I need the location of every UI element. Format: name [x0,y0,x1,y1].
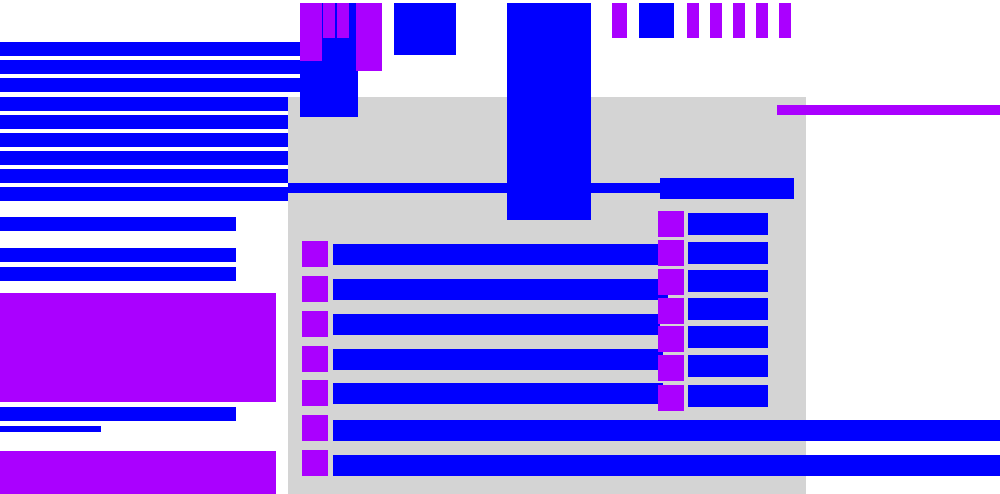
side-list [658,211,768,411]
side-item[interactable] [688,298,768,320]
icon[interactable] [300,3,322,61]
list-icon [302,380,328,406]
side-item[interactable] [688,385,768,407]
divider [288,183,660,193]
icon[interactable] [687,3,699,38]
text-line [0,169,288,183]
text-line [0,151,288,165]
list-item[interactable] [333,279,668,300]
left-column [0,42,300,494]
icon[interactable] [756,3,768,38]
text-line [0,426,101,432]
image [0,451,276,494]
side-item[interactable] [688,355,768,377]
divider [777,105,1000,115]
list-item[interactable] [333,420,1000,441]
side-icon [658,385,684,411]
side-item[interactable] [688,270,768,292]
toolbar [300,3,791,220]
link[interactable] [0,267,236,281]
text-line [0,187,288,201]
icon[interactable] [323,3,335,38]
list-item[interactable] [333,455,1000,476]
icon[interactable] [356,3,382,71]
list-icon [302,346,328,372]
link[interactable] [0,248,236,262]
image [0,293,276,402]
list-icon [302,276,328,302]
icon[interactable] [733,3,745,38]
side-icon [658,355,684,381]
list-item[interactable] [333,314,660,335]
icon[interactable] [612,3,627,38]
side-icon [658,211,684,237]
side-icon [658,269,684,295]
list-icon [302,311,328,337]
text-line [0,78,300,92]
text-line [0,407,236,421]
list-icon [302,415,328,441]
text-line [0,42,300,56]
side-item[interactable] [688,213,768,235]
list-item[interactable] [333,244,660,265]
button[interactable] [639,3,674,38]
icon[interactable] [779,3,791,38]
side-item[interactable] [688,242,768,264]
icon[interactable] [337,3,349,38]
side-item[interactable] [688,326,768,348]
icon[interactable] [710,3,722,38]
side-icon [658,298,684,324]
text-line [0,60,300,74]
side-icon [658,240,684,266]
list-item[interactable] [333,383,663,404]
text-line [0,97,288,111]
link[interactable] [0,217,236,231]
list [302,241,1000,476]
side-icon [658,326,684,352]
list-icon [302,450,328,476]
list-item[interactable] [333,349,663,370]
text-line [0,115,288,129]
list-icon [302,241,328,267]
text-line [0,133,288,147]
heading [660,178,794,199]
button[interactable] [394,3,456,55]
